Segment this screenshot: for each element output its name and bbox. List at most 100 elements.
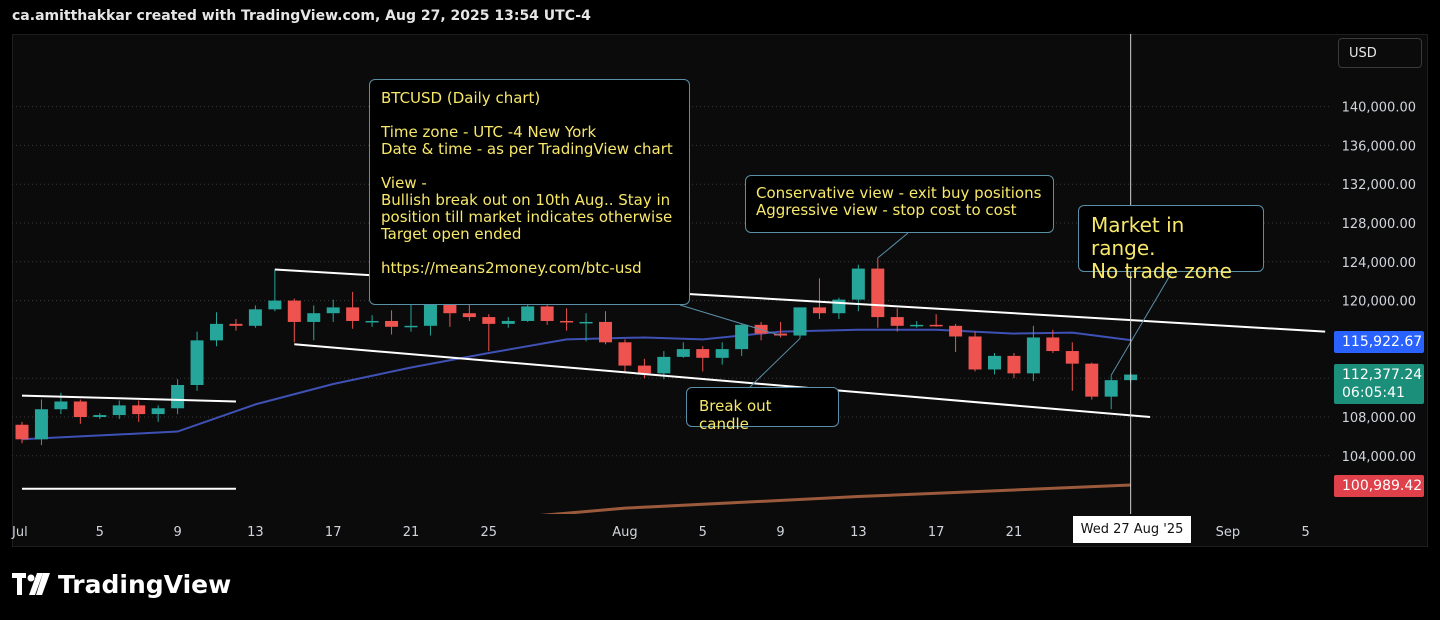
candle-body (540, 306, 554, 321)
candle (890, 308, 904, 332)
candle-body (171, 384, 185, 409)
annotation-pointer (749, 338, 801, 388)
x-tick-label: 21 (1006, 525, 1023, 540)
x-tick-label: 13 (850, 525, 867, 540)
countdown-value: 06:05:41 (1342, 385, 1405, 401)
candle (871, 257, 885, 328)
candle (229, 319, 243, 331)
y-tick-label: 120,000.00 (1342, 295, 1416, 310)
candle (540, 302, 554, 325)
candle-body (657, 356, 671, 374)
candle (968, 331, 982, 372)
x-tick-label: 13 (247, 525, 264, 540)
ma-price-tag: 115,922.67 (1334, 331, 1424, 353)
candle-body (988, 355, 1001, 370)
candle (910, 320, 924, 328)
candle (579, 313, 593, 342)
lower-ma-price-tag: 100,989.42 (1334, 475, 1424, 497)
annotation-pointer (1110, 271, 1173, 376)
candle (676, 342, 690, 358)
candle-body (929, 324, 943, 327)
x-tick-label: 5 (1302, 525, 1310, 540)
moving-average-line (21, 328, 1131, 441)
candle-body (73, 401, 87, 417)
last-price-value: 112,377.24 (1342, 367, 1423, 383)
candle-body (1104, 380, 1118, 397)
candle-body (521, 306, 535, 321)
x-tick-label: 9 (173, 525, 181, 540)
candle-body (34, 409, 48, 440)
candle-body (385, 320, 399, 327)
candle (93, 413, 107, 419)
candle (73, 399, 87, 424)
candle (929, 314, 943, 327)
candle (949, 323, 963, 353)
chart-frame[interactable] (12, 34, 1428, 547)
x-tick-label: 9 (776, 525, 784, 540)
candle-body (579, 321, 593, 324)
candle (1026, 325, 1040, 382)
tradingview-logo[interactable]: TradingView (12, 567, 231, 601)
candle-body (715, 349, 729, 358)
x-tick-label: 17 (928, 525, 945, 540)
candle-body (132, 405, 146, 415)
y-tick-label: 108,000.00 (1342, 411, 1416, 426)
candle-body (968, 336, 982, 370)
currency-button[interactable]: USD (1338, 38, 1422, 68)
candle-body (1065, 351, 1079, 364)
candle (112, 400, 126, 419)
candle-body (696, 349, 710, 358)
annotation-break-out: Break out candle (686, 387, 839, 433)
candle-body (93, 415, 107, 417)
x-tick-label: 17 (325, 525, 342, 540)
candle-body (307, 313, 321, 322)
candle (1085, 362, 1099, 400)
candle (365, 315, 379, 327)
x-tick-label: 5 (96, 525, 104, 540)
candle (404, 303, 418, 332)
candle (715, 342, 729, 365)
y-tick-label: 140,000.00 (1342, 101, 1416, 116)
x-tick-label: Aug (612, 525, 637, 540)
candle (501, 317, 515, 328)
candle-body (482, 317, 496, 324)
candle (210, 312, 223, 347)
annotation-main: BTCUSD (Daily chart) Time zone - UTC -4 … (369, 79, 690, 305)
candle-body (287, 300, 301, 322)
candle (812, 278, 826, 320)
candle-body (812, 307, 826, 314)
candle-body (1007, 355, 1021, 374)
candle-body (268, 300, 282, 310)
candle (385, 310, 399, 335)
candle (1104, 375, 1118, 410)
crosshair-date-tag: Wed 27 Aug '25 (1073, 516, 1191, 543)
candle (132, 400, 146, 422)
candle (151, 405, 165, 422)
trendline (21, 394, 236, 403)
lower-moving-average-line (539, 483, 1131, 514)
candle (268, 269, 282, 312)
candle-body (365, 320, 379, 323)
candle (248, 305, 262, 328)
last-price-tag: 112,377.24 06:05:41 (1334, 364, 1424, 404)
candle-body (949, 325, 963, 337)
candle-body (326, 307, 340, 314)
y-tick-label: 136,000.00 (1342, 139, 1416, 154)
candle (34, 399, 48, 446)
candle-body (637, 365, 651, 374)
candle-body (210, 323, 223, 341)
candle (1065, 342, 1079, 391)
candle-body (151, 408, 165, 415)
candle-body (851, 268, 865, 300)
candle-body (599, 321, 612, 343)
annotation-pointer (679, 304, 781, 336)
candle-body (560, 320, 574, 323)
x-tick-label: Sep (1216, 525, 1241, 540)
x-tick-label: 5 (699, 525, 707, 540)
candle (521, 302, 535, 322)
candle-body (443, 301, 457, 314)
candle-body (423, 301, 437, 326)
candle-body (618, 342, 632, 366)
y-tick-label: 124,000.00 (1342, 256, 1416, 271)
